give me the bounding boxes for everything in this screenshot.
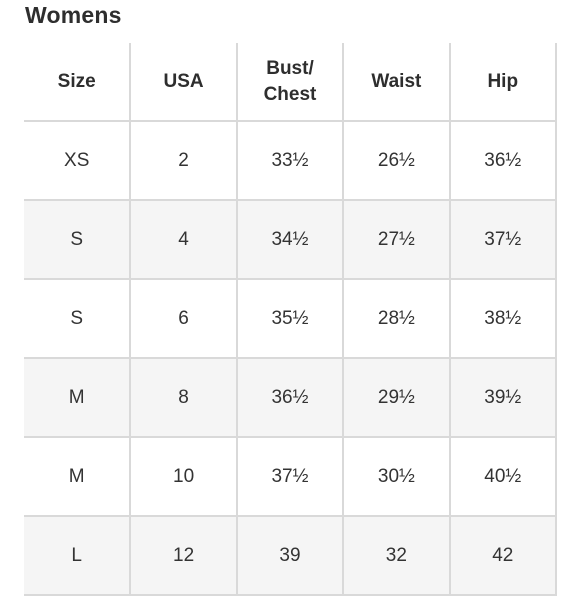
table-row: M 8 36½ 29½ 39½	[24, 358, 557, 438]
size-chart-table: Size USA Bust/ Chest Waist Hip XS 2 33½ …	[24, 43, 557, 596]
cell-waist: 32	[343, 516, 451, 596]
cell-bust-chest: 34½	[236, 200, 345, 280]
cell-waist: 27½	[343, 200, 451, 280]
cell-hip: 40½	[449, 437, 557, 517]
cell-hip: 39½	[449, 358, 557, 438]
cell-waist: 26½	[343, 121, 451, 201]
cell-waist: 28½	[343, 279, 451, 359]
cell-size: L	[24, 516, 132, 596]
cell-hip: 38½	[449, 279, 557, 359]
cell-usa: 10	[130, 437, 238, 517]
header-size: Size	[24, 43, 132, 122]
cell-usa: 4	[130, 200, 238, 280]
cell-waist: 30½	[343, 437, 451, 517]
cell-bust-chest: 36½	[236, 358, 345, 438]
table-header-row: Size USA Bust/ Chest Waist Hip	[24, 43, 557, 122]
cell-size: M	[24, 358, 132, 438]
table-row: S 6 35½ 28½ 38½	[24, 279, 557, 359]
table-row: XS 2 33½ 26½ 36½	[24, 121, 557, 201]
page-title: Womens	[25, 2, 122, 28]
header-usa: USA	[130, 43, 238, 122]
cell-size: S	[24, 279, 132, 359]
header-hip: Hip	[449, 43, 557, 122]
header-waist: Waist	[343, 43, 451, 122]
table-row: M 10 37½ 30½ 40½	[24, 437, 557, 517]
cell-waist: 29½	[343, 358, 451, 438]
cell-bust-chest: 33½	[236, 121, 345, 201]
cell-bust-chest: 35½	[236, 279, 345, 359]
cell-usa: 2	[130, 121, 238, 201]
header-bust-chest: Bust/ Chest	[236, 43, 345, 122]
table-row: L 12 39 32 42	[24, 516, 557, 596]
cell-usa: 12	[130, 516, 238, 596]
cell-hip: 36½	[449, 121, 557, 201]
cell-hip: 42	[449, 516, 557, 596]
cell-usa: 6	[130, 279, 238, 359]
cell-bust-chest: 39	[236, 516, 345, 596]
cell-size: XS	[24, 121, 132, 201]
cell-bust-chest: 37½	[236, 437, 345, 517]
table-row: S 4 34½ 27½ 37½	[24, 200, 557, 280]
cell-hip: 37½	[449, 200, 557, 280]
cell-size: M	[24, 437, 132, 517]
cell-size: S	[24, 200, 132, 280]
cell-usa: 8	[130, 358, 238, 438]
